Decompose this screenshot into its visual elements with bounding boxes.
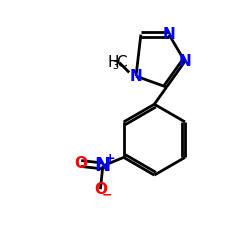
Text: O: O [94,182,107,197]
Text: 3: 3 [112,61,118,71]
Text: N: N [178,54,191,69]
Text: +: + [105,152,116,165]
Text: N: N [130,68,142,84]
Text: −: − [102,189,113,202]
Text: N: N [95,156,111,176]
Text: H: H [108,55,120,70]
Text: O: O [74,156,87,171]
Text: N: N [163,27,175,42]
Text: C: C [116,55,126,70]
